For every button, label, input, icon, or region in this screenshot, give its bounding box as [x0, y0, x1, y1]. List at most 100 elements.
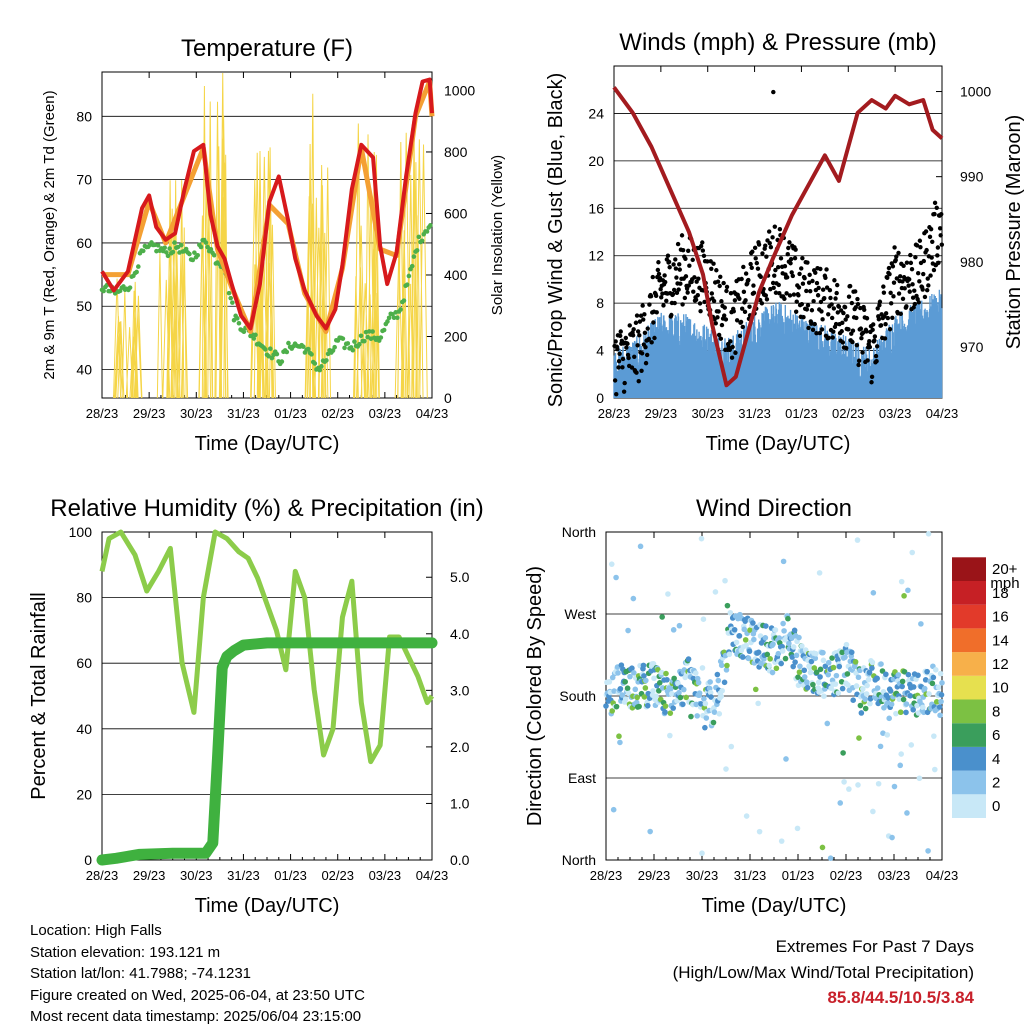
direction-point — [703, 715, 710, 721]
wind-gust-point — [756, 242, 762, 247]
dewpoint-point — [183, 246, 189, 252]
direction-point — [676, 689, 682, 696]
y2-tick-label: 980 — [960, 254, 984, 270]
wind-gust-point — [877, 299, 883, 304]
dewpoint-point — [386, 315, 392, 321]
wind-gust-point — [787, 293, 793, 298]
direction-point — [874, 685, 881, 691]
wind-gust-point — [827, 288, 833, 293]
wind-gust-point — [877, 302, 882, 308]
station-info: Location: High Falls Station elevation: … — [30, 920, 365, 1028]
dewpoint-point — [170, 249, 176, 255]
y2-tick-label: 1000 — [444, 82, 475, 98]
wind-gust-point — [939, 211, 944, 217]
winds-pressure-chart: Winds (mph) & Pressure (mb) Time (Day/UTC… — [545, 29, 1024, 455]
y-tick-label: West — [564, 606, 596, 622]
direction-point — [807, 664, 813, 671]
dewpoint-point — [414, 248, 420, 253]
wind-gust-point — [819, 309, 824, 314]
direction-point — [783, 756, 789, 762]
wind-gust-point — [639, 351, 645, 356]
y2-tick-label: 3.0 — [450, 682, 470, 698]
dewpoint-point — [167, 246, 172, 251]
wind-gust-point — [729, 355, 735, 360]
direction-point — [830, 664, 837, 671]
wind-gust-point — [839, 329, 844, 334]
dewpoint-point — [367, 329, 372, 334]
y-tick-label: 80 — [76, 108, 92, 124]
wind-gust-point — [885, 275, 890, 281]
direction-point — [640, 662, 647, 669]
wind-gust-point — [665, 253, 671, 258]
direction-point — [616, 733, 622, 740]
dewpoint-point — [406, 273, 412, 279]
direction-point — [615, 670, 621, 676]
x-tick-label: 02/23 — [830, 868, 863, 883]
station-location: Location: High Falls — [30, 922, 162, 939]
wind-gust-point — [926, 283, 931, 288]
dewpoint-point — [205, 244, 210, 250]
x-tick-label: 29/23 — [638, 868, 671, 883]
wind-gust-point — [873, 353, 879, 359]
y-tick-label: North — [562, 524, 596, 540]
wind-gust-point — [687, 263, 692, 268]
direction-point — [916, 775, 923, 782]
dewpoint-point — [195, 253, 200, 258]
dewpoint-point — [279, 359, 285, 364]
y2-axis-label: Station Pressure (Maroon) — [1003, 115, 1024, 350]
wind-gust-point — [870, 327, 875, 333]
x-tick-label: 02/23 — [321, 868, 354, 883]
wind-gust-point — [651, 320, 656, 325]
direction-point — [901, 593, 907, 599]
x-tick-label: 31/23 — [227, 406, 260, 421]
x-tick-label: 29/23 — [645, 406, 678, 421]
wind-gust-point — [937, 226, 943, 231]
wind-gust-point — [800, 256, 805, 261]
direction-point — [862, 705, 869, 712]
wind-gust-point — [867, 344, 873, 350]
wind-gust-point — [764, 297, 770, 302]
wind-gust-point — [865, 358, 870, 363]
wind-gust-point — [850, 339, 855, 345]
direction-point — [707, 689, 714, 696]
direction-point — [637, 543, 644, 550]
x-tick-label: 28/23 — [86, 406, 119, 421]
wind-gust-point — [718, 336, 724, 341]
wind-gust-point — [773, 290, 779, 295]
y-tick-label: 0 — [596, 390, 604, 406]
direction-point — [846, 786, 852, 792]
direction-point — [756, 828, 763, 835]
wind-gust-point — [617, 351, 622, 356]
dewpoint-point — [358, 333, 364, 339]
direction-point — [870, 589, 877, 596]
wind-gust-point — [882, 336, 888, 341]
wind-gust-point — [746, 277, 751, 283]
wind-gust-point — [782, 264, 788, 269]
wind-gust-point — [920, 287, 925, 292]
legend-label: 20+ — [992, 561, 1018, 578]
wind-gust-point — [811, 298, 816, 304]
dewpoint-point — [228, 295, 233, 301]
wind-gust-point — [871, 322, 876, 327]
wind-gust-point — [616, 365, 621, 370]
wind-gust-point — [734, 318, 740, 323]
wind-gust-point — [853, 305, 858, 310]
relative-humidity-series — [99, 529, 435, 765]
dewpoint-point — [390, 312, 395, 317]
dewpoint-point — [391, 315, 397, 321]
temperature-chart: Temperature (F) Time (Day/UTC) 28/23 29/23 3… — [41, 35, 506, 455]
direction-point — [900, 696, 907, 703]
direction-point — [629, 665, 635, 671]
wind-gust-point — [805, 260, 810, 265]
wind-gust-point — [755, 266, 761, 271]
wind-gust-point — [904, 304, 909, 309]
wind-gust-point — [872, 338, 877, 343]
direction-point — [698, 535, 705, 542]
wind-gust-point — [789, 270, 794, 275]
wind-gust-point — [695, 292, 700, 298]
wind-gust-point — [910, 295, 916, 300]
wind-gust-point — [648, 294, 654, 299]
wind-gust-point — [749, 265, 754, 270]
direction-point — [813, 669, 820, 676]
direction-point — [920, 704, 926, 711]
